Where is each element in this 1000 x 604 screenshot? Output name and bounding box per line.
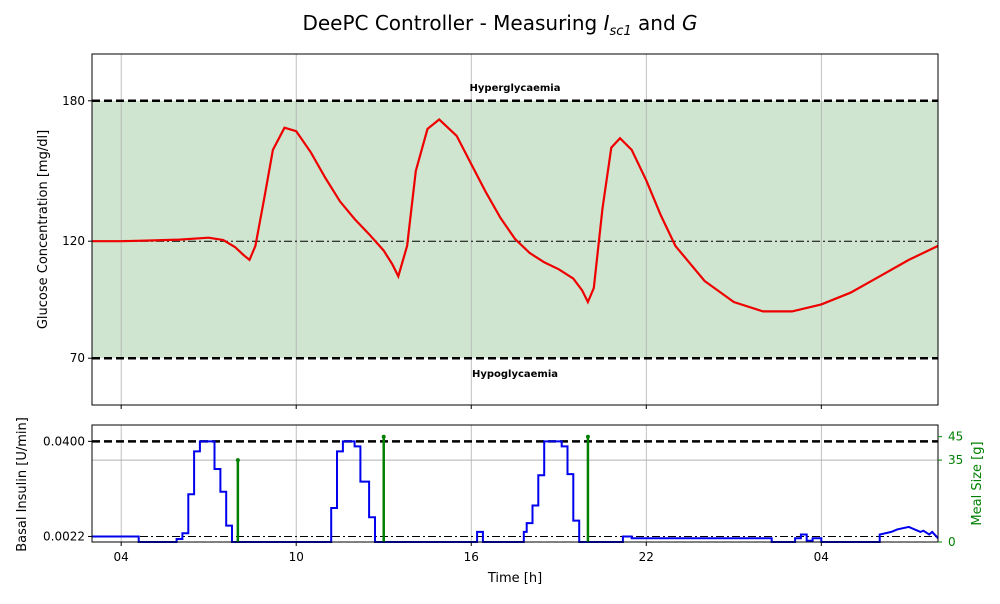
- insulin-axes-frame: [91, 424, 939, 543]
- hyperglycaemia-label: Hyperglycaemia: [470, 83, 561, 94]
- glucose-panel: Hyperglycaemia Hypoglycaemia 70 120 180 Gl…: [36, 53, 939, 409]
- time-x-ticks: 04 10 16 22 04: [114, 542, 829, 564]
- time-x-tick-label: 04: [114, 550, 129, 564]
- insulin-y-axis-label: Basal Insulin [U/min]: [15, 417, 30, 552]
- insulin-series-line: [92, 440, 939, 543]
- meal-y-tick-label: 35: [948, 453, 963, 467]
- glucose-axes-frame: [91, 53, 939, 406]
- insulin-y-tick-label: 0.0022: [43, 529, 85, 543]
- time-x-axis-label: Time [h]: [487, 571, 542, 586]
- time-x-tick-label: 10: [289, 550, 304, 564]
- target-range-band: [92, 100, 938, 359]
- hypoglycaemia-label: Hypoglycaemia: [472, 369, 558, 380]
- time-x-tick-label: 16: [464, 550, 479, 564]
- glucose-y-ticks: 70 120 180: [62, 94, 92, 365]
- meal-y-ticks: 0 35 45: [938, 430, 963, 549]
- insulin-panel: 0.0022 0.0400 0 35 45 04 10 16 22 04 Basal Insu…: [15, 417, 985, 586]
- glucose-y-tick-label: 180: [62, 94, 85, 108]
- meal-y-tick-label: 0: [948, 535, 956, 549]
- time-x-tick-label: 04: [814, 550, 829, 564]
- insulin-grid: [120, 425, 822, 542]
- glucose-y-axis-label: Glucose Concentration [mg/dl]: [36, 130, 51, 329]
- meal-stem-marker: [585, 434, 590, 439]
- insulin-y-tick-label: 0.0400: [43, 434, 85, 448]
- meal-stems: [235, 434, 590, 542]
- chart-title: DeePC Controller - Measuring Isc1 and G: [302, 11, 697, 39]
- glucose-grid: [120, 54, 822, 405]
- glucose-x-ticks: [120, 405, 822, 409]
- meal-y-axis-label: Meal Size [g]: [970, 441, 985, 525]
- glucose-y-tick-label: 70: [70, 351, 85, 365]
- insulin-y-ticks: 0.0022 0.0400: [43, 434, 92, 543]
- glucose-series-line: [92, 118, 939, 313]
- meal-y-tick-label: 45: [948, 430, 963, 444]
- glucose-y-tick-label: 120: [62, 234, 85, 248]
- time-x-tick-label: 22: [639, 550, 654, 564]
- meal-stem-marker: [381, 434, 386, 439]
- meal-stem-marker: [235, 458, 240, 463]
